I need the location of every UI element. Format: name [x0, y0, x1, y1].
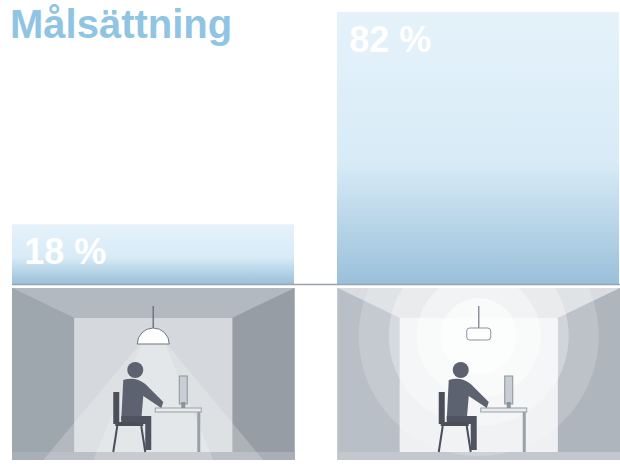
svg-text:18 %: 18 %	[24, 231, 106, 272]
svg-text:82 %: 82 %	[349, 19, 431, 60]
html-text:Målsättning: Målsättning	[10, 2, 233, 46]
